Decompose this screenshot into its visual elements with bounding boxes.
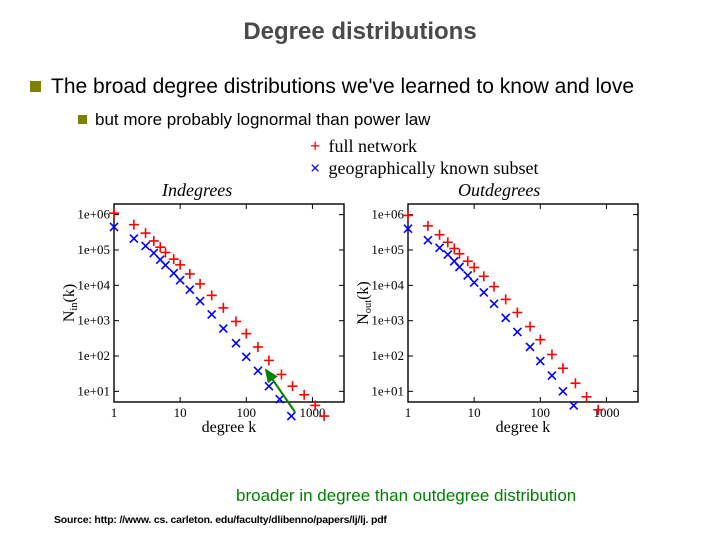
arrow-icon bbox=[260, 366, 300, 414]
svg-text:1e+05: 1e+05 bbox=[371, 242, 404, 257]
svg-text:1: 1 bbox=[405, 405, 412, 420]
svg-text:1e+02: 1e+02 bbox=[371, 348, 404, 363]
legend-subset: × geographically known subset bbox=[310, 158, 538, 180]
cross-icon: × bbox=[310, 158, 324, 180]
indegree-chart: 1 10 100 1000 1e+01 1e+02 1e+03 1e+04 1e+05 1e+06… bbox=[60, 198, 348, 436]
svg-text:Nin(k): Nin(k) bbox=[61, 284, 80, 322]
plus-icon: + bbox=[310, 136, 324, 158]
svg-text:1000: 1000 bbox=[593, 405, 619, 420]
svg-text:1e+05: 1e+05 bbox=[77, 242, 110, 257]
svg-text:100: 100 bbox=[237, 405, 256, 420]
outdegree-chart: 1 10 100 1000 1e+01 1e+02 1e+03 1e+04 1e+05 1e+06… bbox=[354, 198, 642, 436]
chart-legend: + full network × geographically known su… bbox=[310, 136, 538, 179]
svg-text:degree k: degree k bbox=[496, 419, 551, 436]
bullet-icon bbox=[30, 81, 41, 92]
svg-text:100: 100 bbox=[531, 405, 551, 420]
source-citation: Source: http: //www. cs. carleton. edu/f… bbox=[54, 514, 387, 526]
svg-text:1e+06: 1e+06 bbox=[77, 207, 110, 222]
sub-bullet-text: but more probably lognormal than power l… bbox=[95, 110, 430, 129]
svg-text:1e+04: 1e+04 bbox=[371, 278, 404, 293]
main-bullet-text: The broad degree distributions we've lea… bbox=[51, 75, 634, 98]
bullet-icon bbox=[78, 115, 87, 124]
annotation-broader: broader in degree than outdegree distrib… bbox=[236, 486, 576, 506]
svg-text:1e+03: 1e+03 bbox=[77, 313, 110, 328]
charts-area: + full network × geographically known su… bbox=[60, 136, 660, 436]
legend-full: + full network bbox=[310, 136, 538, 158]
svg-text:1e+01: 1e+01 bbox=[77, 384, 110, 399]
svg-text:10: 10 bbox=[468, 405, 481, 420]
svg-text:10: 10 bbox=[174, 405, 187, 420]
svg-text:1000: 1000 bbox=[299, 405, 325, 420]
svg-text:1: 1 bbox=[111, 405, 118, 420]
legend-subset-label: geographically known subset bbox=[329, 158, 539, 178]
main-bullet: The broad degree distributions we've lea… bbox=[30, 74, 670, 100]
svg-text:Nout(k): Nout(k) bbox=[355, 282, 374, 326]
sub-bullet: but more probably lognormal than power l… bbox=[78, 110, 720, 130]
slide: Degree distributions The broad degree di… bbox=[0, 0, 720, 540]
svg-text:1e+01: 1e+01 bbox=[371, 384, 404, 399]
legend-full-label: full network bbox=[329, 136, 417, 156]
svg-text:1e+02: 1e+02 bbox=[77, 348, 110, 363]
svg-text:1e+03: 1e+03 bbox=[371, 313, 404, 328]
svg-text:1e+06: 1e+06 bbox=[371, 207, 404, 222]
svg-text:degree k: degree k bbox=[202, 419, 257, 436]
svg-text:1e+04: 1e+04 bbox=[77, 278, 110, 293]
page-title: Degree distributions bbox=[0, 0, 720, 46]
